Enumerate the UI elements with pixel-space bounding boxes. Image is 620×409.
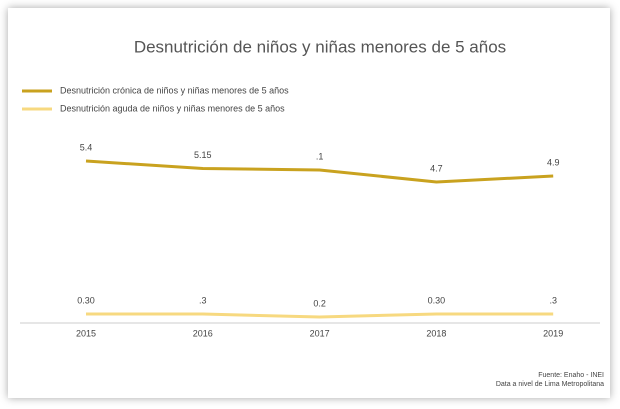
source-note: Fuente: Enaho - INEI (538, 372, 604, 379)
data-label: .1 (316, 151, 324, 161)
data-label: 4.9 (547, 157, 560, 167)
line (85, 159, 554, 184)
source-note: Data a nivel de Lima Metropolitana (496, 381, 604, 388)
line (86, 312, 554, 319)
card (8, 8, 610, 398)
legend-label: Desnutrición crónica de niños y niñas me… (60, 85, 289, 95)
data-label: 4.7 (430, 163, 443, 173)
data-label: 0.2 (313, 298, 326, 308)
data-label: 5.4 (80, 142, 93, 152)
data-label: 0.30 (428, 295, 446, 305)
x-tick-label: 2015 (76, 328, 96, 338)
x-tick-label: 2016 (193, 328, 213, 338)
data-label: .3 (549, 295, 557, 305)
data-label: 0.30 (77, 295, 95, 305)
x-tick-label: 2019 (543, 328, 563, 338)
x-tick-label: 2017 (310, 328, 330, 338)
x-tick-label: 2018 (426, 328, 446, 338)
legend-label: Desnutrición aguda de niños y niñas meno… (60, 103, 285, 113)
chart-title: Desnutrición de niños y niñas menores de… (134, 37, 506, 56)
data-label: .3 (199, 295, 207, 305)
data-label: 5.15 (194, 150, 212, 160)
